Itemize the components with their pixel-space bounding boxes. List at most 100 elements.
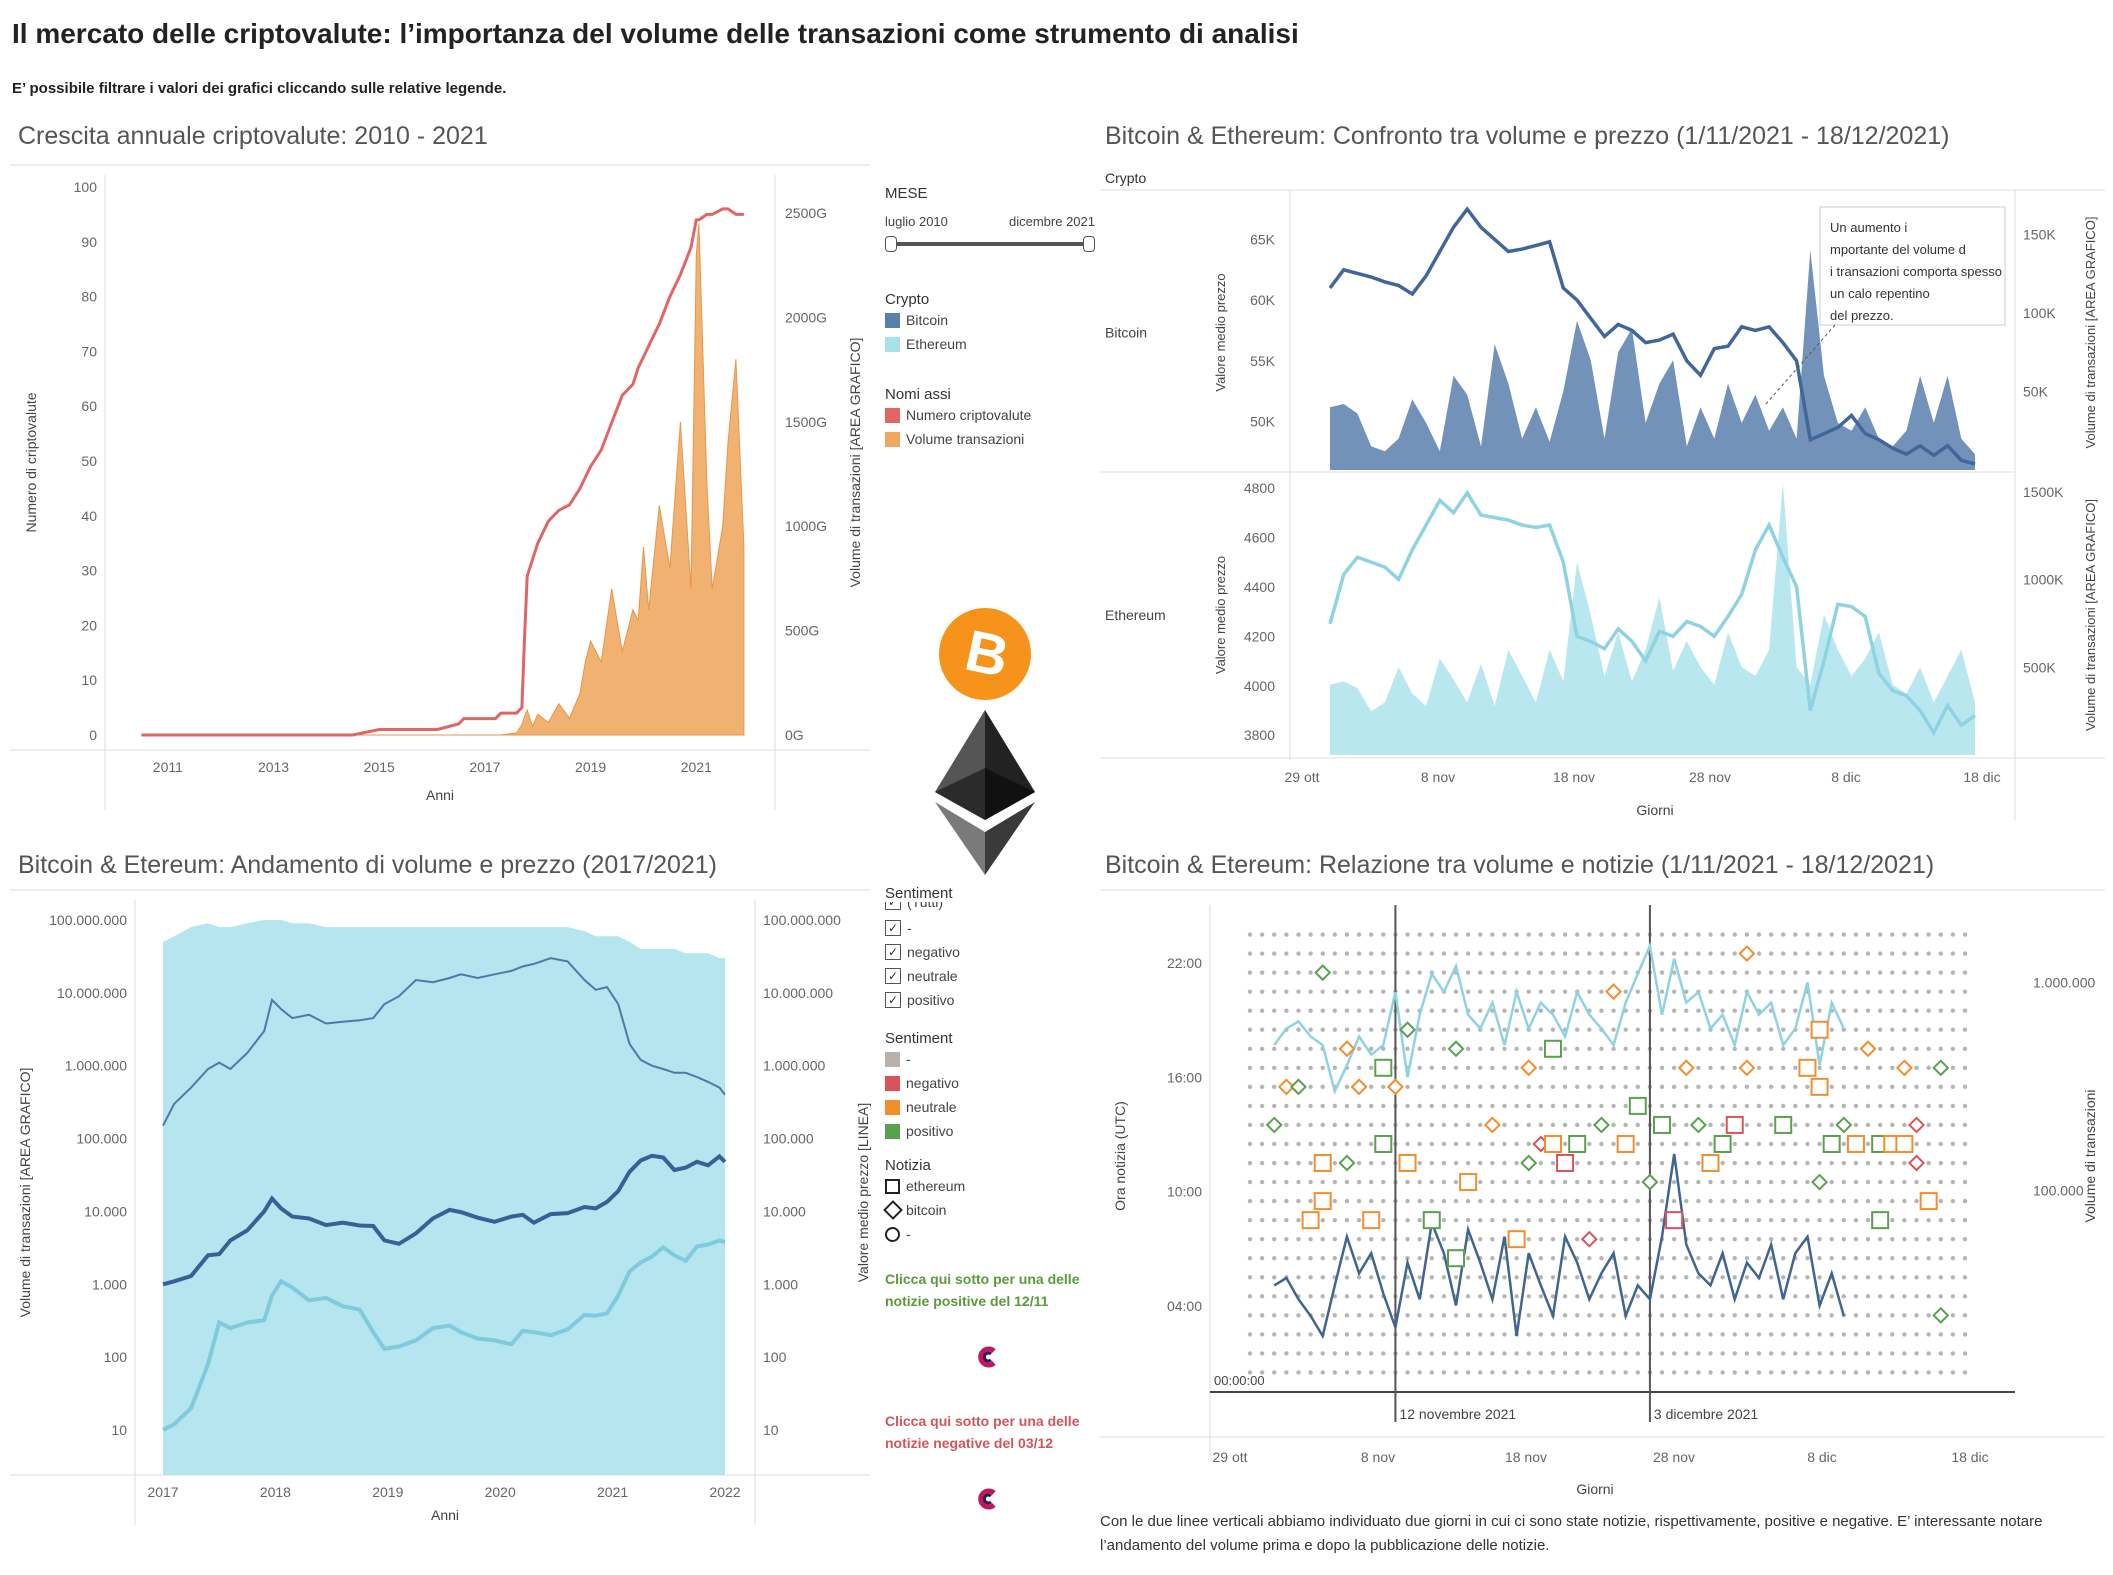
news-dot-none <box>1356 1275 1362 1280</box>
news-marker-bitcoin <box>1738 945 1756 963</box>
x-tick-label: 8 nov <box>1421 769 1455 785</box>
news-dot-none <box>1853 1160 1859 1166</box>
news-dot-none <box>1950 1332 1956 1337</box>
checkbox-icon[interactable]: ✓ <box>885 992 901 1008</box>
news-dot-none <box>1259 1141 1265 1147</box>
news-link-negative-icon[interactable] <box>977 1488 999 1510</box>
news-dot-none <box>1368 1141 1374 1147</box>
news-dot-none <box>1962 1179 1968 1185</box>
filter-item-none[interactable]: ✓ - <box>885 916 1095 940</box>
filter-item-negativo[interactable]: ✓ negativo <box>885 940 1095 964</box>
legend-sentiment-neutrale[interactable]: neutrale <box>885 1095 1095 1119</box>
news-dot-none <box>1320 1122 1325 1128</box>
news-dot-none <box>1465 951 1471 956</box>
news-dot-none <box>1962 1332 1968 1337</box>
news-dot-none <box>1417 951 1422 956</box>
news-dot-none <box>1259 1160 1265 1166</box>
legend-crypto-bitcoin[interactable]: Bitcoin <box>885 308 1095 332</box>
news-dot-none <box>1259 1065 1265 1071</box>
news-dot-none <box>1950 1236 1956 1242</box>
mese-slider[interactable] <box>885 233 1095 255</box>
news-dot-none <box>1441 1294 1447 1299</box>
news-dot-none <box>1478 1370 1483 1375</box>
news-dot-none <box>1720 1160 1725 1166</box>
news-dot-none <box>1744 1008 1750 1013</box>
checkbox-icon[interactable]: ✓ <box>885 920 901 936</box>
filter-label: - <box>907 920 912 936</box>
news-dot-none <box>1296 932 1301 937</box>
filter-item-neutrale[interactable]: ✓ neutrale <box>885 964 1095 988</box>
chart-confronto[interactable]: CryptoBitcoin50K55K60K65K50K100K150KValo… <box>1100 160 2110 840</box>
legend-notizia-none[interactable]: - <box>885 1222 1095 1246</box>
news-dot-none <box>1890 1065 1895 1071</box>
checkbox-icon[interactable]: ✓ <box>885 968 901 984</box>
news-dot-none <box>1890 951 1895 956</box>
news-dot-none <box>1465 932 1471 937</box>
news-dot-none <box>1623 1046 1628 1051</box>
filter-item-positivo[interactable]: ✓ positivo <box>885 988 1095 1012</box>
news-dot-none <box>1720 1122 1725 1128</box>
legend-sentiment-negativo[interactable]: negativo <box>885 1071 1095 1095</box>
legend-assi-header: Nomi assi <box>885 386 951 403</box>
news-dot-none <box>1756 1294 1762 1299</box>
news-dot-none <box>1550 1160 1556 1166</box>
news-dot-none <box>1744 970 1750 975</box>
news-dot-none <box>1865 932 1871 937</box>
news-dot-none <box>1332 932 1338 937</box>
slider-handle-left[interactable] <box>885 236 897 252</box>
news-dot-none <box>1635 1217 1640 1223</box>
news-dot-none <box>1344 1313 1350 1318</box>
chart-andamento[interactable]: 101001.00010.000100.0001.000.00010.000.0… <box>0 885 880 1565</box>
news-dot-none <box>1247 1160 1253 1166</box>
legend-assi-volume[interactable]: Volume transazioni <box>885 427 1095 451</box>
news-dot-none <box>1671 1008 1677 1013</box>
legend-notizia-ethereum[interactable]: ethereum <box>885 1174 1095 1198</box>
legend-crypto-ethereum[interactable]: Ethereum <box>885 332 1095 356</box>
news-dot-none <box>1635 1179 1640 1185</box>
news-dot-none <box>1671 1084 1677 1090</box>
news-dot-none <box>1526 1179 1531 1185</box>
news-dot-none <box>1490 1370 1495 1375</box>
slider-handle-right[interactable] <box>1083 236 1095 252</box>
news-dot-none <box>1708 1256 1713 1261</box>
news-dot-none <box>1405 970 1410 975</box>
news-dot-none <box>1381 970 1386 975</box>
news-dot-none <box>1453 989 1459 994</box>
news-dot-none <box>1950 1122 1956 1128</box>
legend-assi-numero[interactable]: Numero criptovalute <box>885 403 1095 427</box>
y2-tick-label: 1000K <box>2023 572 2064 588</box>
news-dot-none <box>1853 1351 1859 1356</box>
news-dot-none <box>1623 1351 1628 1356</box>
checkbox-icon[interactable]: ✓ <box>885 944 901 960</box>
checkbox-icon[interactable]: ✓ <box>885 902 901 910</box>
news-dot-none <box>1562 1294 1568 1299</box>
news-dot-none <box>1247 1313 1253 1318</box>
news-dot-none <box>1962 1351 1968 1356</box>
news-dot-none <box>1514 1217 1519 1223</box>
news-link-positive-icon[interactable] <box>977 1346 999 1368</box>
news-dot-none <box>1926 1008 1931 1013</box>
legend-notizia-bitcoin[interactable]: bitcoin <box>883 1198 1095 1222</box>
news-dot-none <box>1599 1046 1604 1051</box>
filter-item-tutti[interactable]: ✓ (Tutti) <box>885 902 943 914</box>
news-dot-none <box>1332 1160 1338 1166</box>
legend-sentiment-positivo[interactable]: positivo <box>885 1119 1095 1143</box>
news-dot-none <box>1914 1370 1919 1375</box>
chart-crescita[interactable]: 01020304050607080901000G500G1000G1500G20… <box>0 160 880 840</box>
news-dot-none <box>1332 1103 1338 1109</box>
news-dot-none <box>1368 1027 1374 1032</box>
news-dot-none <box>1744 1103 1750 1109</box>
news-dot-none <box>1575 1027 1580 1032</box>
legend-sentiment-none[interactable]: - <box>885 1047 1095 1071</box>
news-dot-none <box>1490 1217 1495 1223</box>
news-dot-none <box>1902 970 1907 975</box>
news-dot-none <box>1368 1313 1374 1318</box>
news-dot-none <box>1381 1370 1386 1375</box>
note-positive: Clicca qui sotto per una delle notizie p… <box>885 1271 1080 1309</box>
news-dot-none <box>1296 1122 1301 1128</box>
news-dot-none <box>1550 951 1556 956</box>
panel-title-confronto: Bitcoin & Ethereum: Confronto tra volume… <box>1105 122 1950 150</box>
news-dot-none <box>1308 1046 1313 1051</box>
news-dot-none <box>1429 1122 1434 1128</box>
